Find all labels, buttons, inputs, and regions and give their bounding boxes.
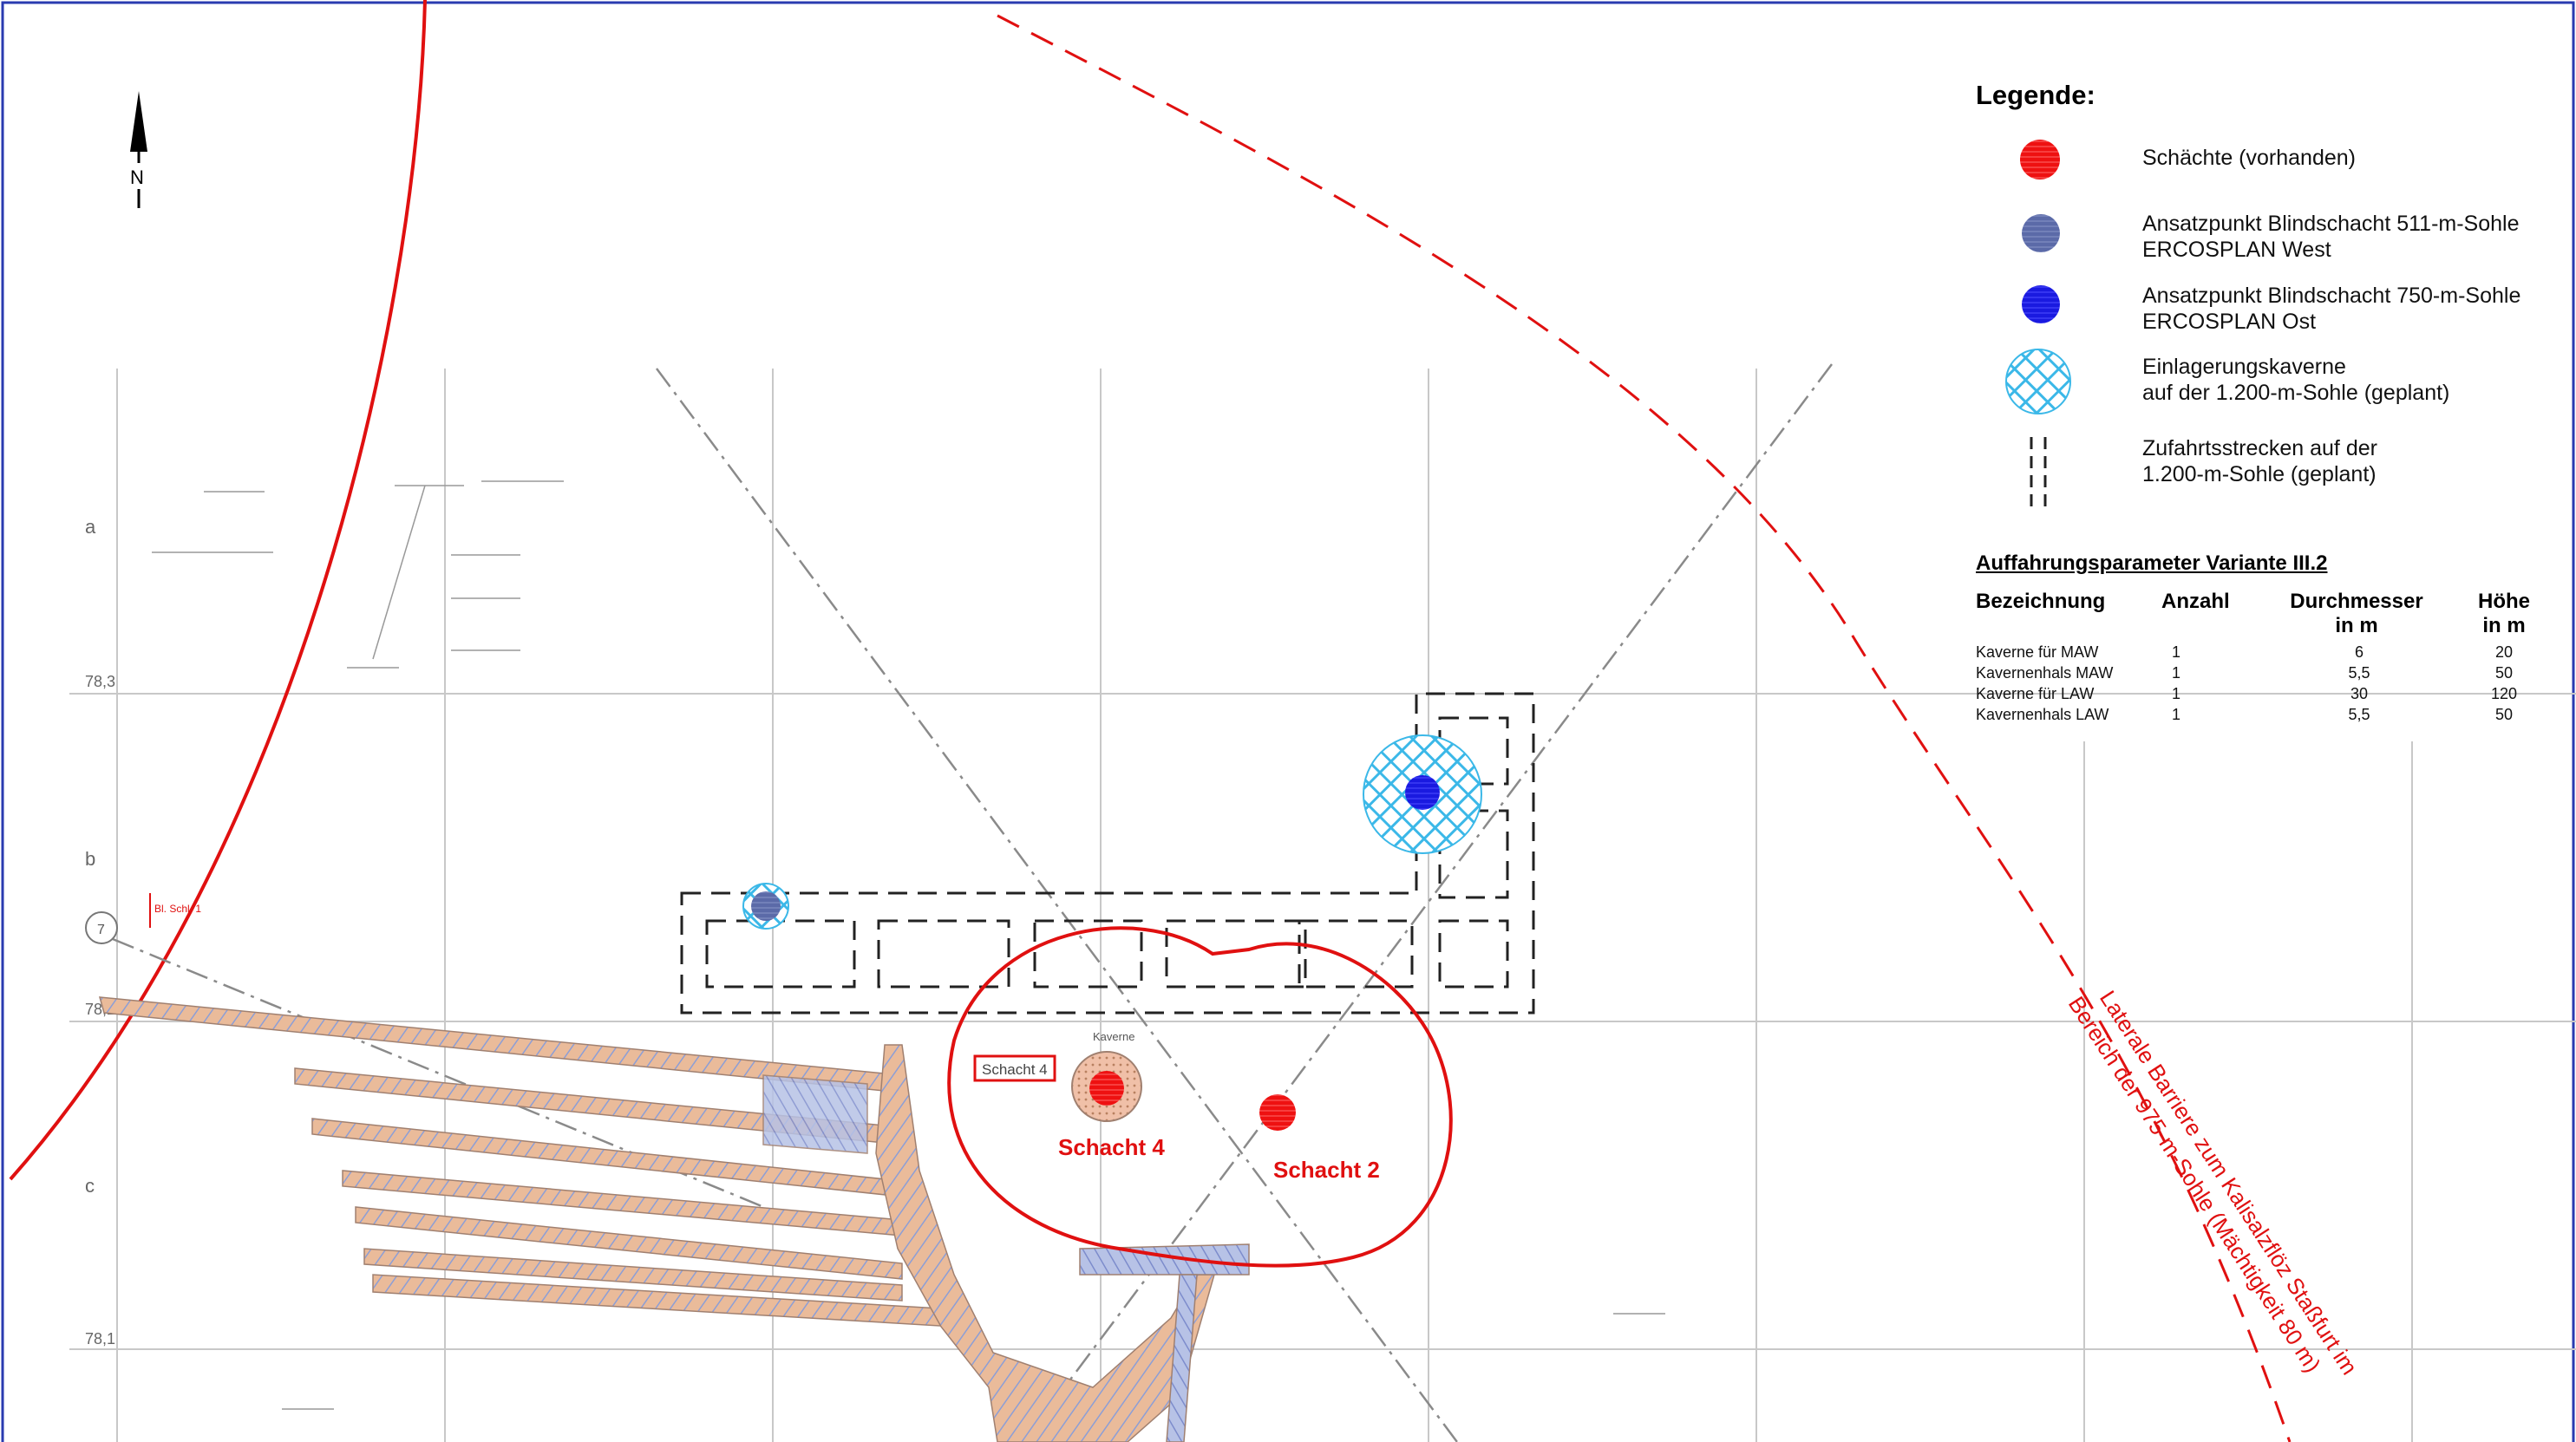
legend-dashed-lines-icon [2030, 437, 2047, 508]
schacht2-label: Schacht 2 [1273, 1157, 1380, 1183]
table-cell: Kaverne für MAW [1976, 643, 2099, 661]
legend-item-blind-east: Ansatzpunkt Blindschacht 750-m-Sohle ERC… [2142, 284, 2521, 334]
table-cell: 1 [2172, 664, 2181, 682]
legend-red-circle-icon [2020, 140, 2060, 179]
schacht4-box [973, 1054, 1056, 1082]
table-cell: 1 [2172, 685, 2181, 702]
table-cell: 120 [2490, 685, 2518, 702]
north-arrow-icon: N [130, 91, 147, 208]
param-header-diameter: Durchmesser in m [2290, 590, 2423, 637]
shaft-4-icon [1089, 1071, 1124, 1106]
svg-text:Bereich der 975-m-Sohle (Mächt: Bereich der 975-m-Sohle (Mächtigkeit 80 … [2063, 992, 2326, 1377]
table-cell: 50 [2494, 664, 2514, 682]
cavern-note: Kaverne [1093, 1030, 1134, 1043]
legend-item-access: Zufahrtsstrecken auf der 1.200-m-Sohle (… [2142, 436, 2377, 486]
grid-coord-3: 78,1 [85, 1330, 115, 1347]
grid-row-b: b [85, 848, 95, 870]
marker-7 [85, 911, 118, 944]
north-label: N [130, 166, 144, 188]
legend-title: Legende: [1976, 80, 2095, 110]
schacht4-label: Schacht 4 [1058, 1134, 1165, 1160]
table-cell: Kavernenhals MAW [1976, 664, 2114, 682]
legend-item-shafts: Schächte (vorhanden) [2142, 146, 2356, 170]
grid-coord-1: 78,3 [85, 673, 115, 690]
coordinate-grid [69, 369, 2576, 1442]
table-cell: 20 [2494, 643, 2514, 661]
legend-item-blind-west: Ansatzpunkt Blindschacht 511-m-Sohle ERC… [2142, 212, 2520, 262]
grid-row-c: c [85, 1175, 95, 1197]
lateral-barrier-line [997, 14, 2292, 1442]
annotation-leaders [152, 480, 1665, 1410]
table-cell: 5,5 [2348, 664, 2370, 682]
blind-shaft-east-icon [1405, 775, 1440, 810]
barrier-label: Laterale Barriere zum Kalisalzflöz Staßf… [2063, 986, 2363, 1380]
legend-blue-circle-icon [2022, 285, 2060, 323]
schacht4-box-label: Schacht 4 [982, 1061, 1048, 1078]
svg-text:7: 7 [97, 923, 105, 937]
table-cell: Kaverne für LAW [1976, 685, 2095, 702]
table-cell: Kavernenhals LAW [1976, 706, 2109, 723]
parameter-table-title: Auffahrungsparameter Variante III.2 [1976, 551, 2328, 575]
param-header-height: Höhe in m [2478, 590, 2530, 637]
bl-schl-label: Bl. Schl. 1 [154, 903, 201, 915]
legend-grey-blue-circle-icon [2022, 214, 2060, 252]
table-cell: 1 [2172, 706, 2181, 723]
table-cell: 5,5 [2348, 706, 2370, 723]
shaft-2-icon [1259, 1094, 1296, 1131]
blind-shaft-west-icon [751, 891, 781, 921]
existing-drifts [98, 996, 1250, 1442]
grid-row-a: a [85, 516, 96, 538]
planned-access-drifts [680, 692, 1535, 1015]
table-cell: 6 [2354, 643, 2364, 661]
param-header-name: Bezeichnung [1976, 590, 2106, 613]
legend-hatched-circle-icon [2005, 349, 2071, 414]
survey-lines [112, 363, 1834, 1442]
legend-item-cavern: Einlagerungskaverne auf der 1.200-m-Sohl… [2142, 355, 2450, 405]
table-cell: 1 [2172, 643, 2181, 661]
shaft-protection-zone [947, 926, 1453, 1268]
table-cell: 50 [2494, 706, 2514, 723]
svg-text:Laterale Barriere zum Kalisalz: Laterale Barriere zum Kalisalzflöz Staßf… [2095, 986, 2363, 1380]
shaft-boundary-arc [9, 0, 427, 1181]
table-cell: 30 [2350, 685, 2369, 702]
param-header-count: Anzahl [2161, 590, 2230, 613]
